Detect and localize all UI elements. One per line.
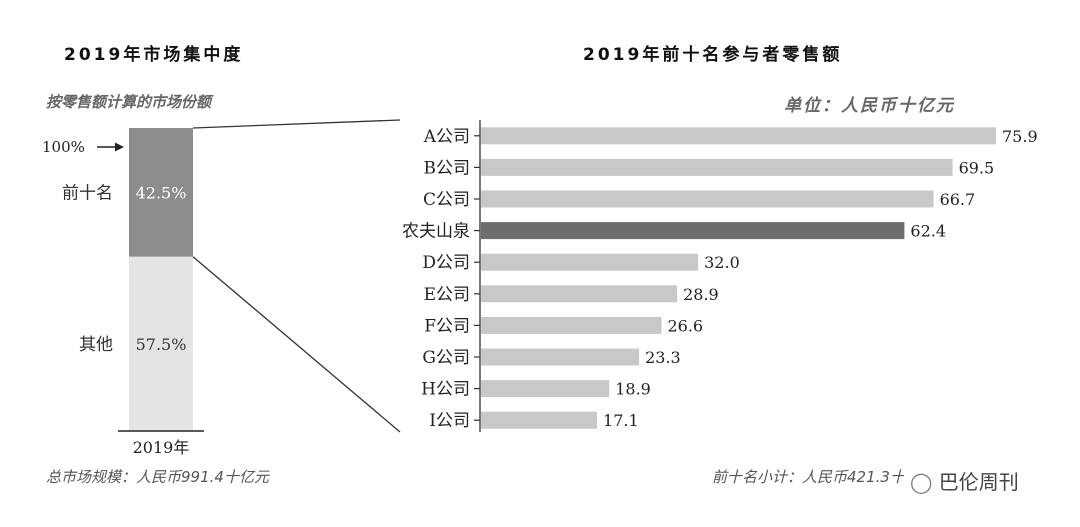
bar-value-label: 75.9 — [1002, 127, 1038, 146]
bar-category-label: A公司 — [423, 127, 470, 147]
bar-category-label: 农夫山泉 — [402, 222, 470, 242]
connector-line-top — [192, 119, 401, 129]
top10-value-label: 42.5% — [136, 183, 187, 202]
bar — [481, 316, 662, 334]
bar — [481, 127, 996, 145]
bar — [481, 190, 934, 208]
others-segment — [129, 256, 193, 431]
bar-category-label: H公司 — [421, 380, 470, 400]
bar-value-label: 23.3 — [645, 348, 681, 367]
left-chart-subtitle: 按零售额计算的市场份额 — [46, 93, 212, 111]
marker-100-label: 100% — [42, 138, 85, 156]
right-chart-title: 2019年前十名参与者零售额 — [583, 45, 843, 65]
bar-category-label: I公司 — [429, 411, 470, 431]
bar-category-label: E公司 — [424, 285, 470, 305]
connector-line-bottom — [192, 256, 401, 433]
bar-value-label: 66.7 — [940, 190, 976, 209]
bar — [481, 380, 610, 398]
bar — [481, 253, 699, 271]
bar-value-label: 62.4 — [910, 222, 946, 241]
bar — [481, 158, 953, 176]
bar — [481, 285, 678, 303]
bar-category-label: B公司 — [424, 158, 471, 178]
top10-series-label: 前十名 — [62, 183, 113, 203]
left-chart-title: 2019年市场集中度 — [64, 45, 244, 65]
others-value-label: 57.5% — [136, 335, 187, 354]
watermark: ◯ 巴伦周刊 — [904, 466, 1025, 495]
top10-segment — [129, 128, 193, 257]
top10-subtotal-footer: 前十名小计：人民币421.3十亿元 — [712, 468, 935, 486]
bar — [481, 348, 640, 366]
bar-category-label: C公司 — [423, 190, 470, 210]
wechat-icon: ◯ — [910, 470, 933, 494]
bar-category-label: G公司 — [422, 348, 470, 368]
others-series-label: 其他 — [79, 335, 113, 355]
watermark-text: 巴伦周刊 — [938, 470, 1019, 494]
bar — [481, 411, 598, 429]
bar-value-label: 32.0 — [704, 253, 740, 272]
bar-category-label: F公司 — [424, 316, 470, 336]
bar-category-label: D公司 — [422, 253, 470, 273]
bar-value-label: 26.6 — [667, 316, 703, 335]
bar-value-label: 17.1 — [603, 411, 639, 430]
highlight-bar — [481, 222, 905, 240]
unit-label: 单位：人民币十亿元 — [784, 96, 955, 116]
left-x-tick-label: 2019年 — [133, 438, 190, 457]
bar-value-label: 28.9 — [683, 285, 719, 304]
bar-value-label: 69.5 — [959, 158, 995, 177]
total-market-footer: 总市场规模：人民币991.4十亿元 — [46, 468, 269, 486]
bar-value-label: 18.9 — [615, 380, 651, 399]
marker-arrow-head — [115, 142, 124, 152]
